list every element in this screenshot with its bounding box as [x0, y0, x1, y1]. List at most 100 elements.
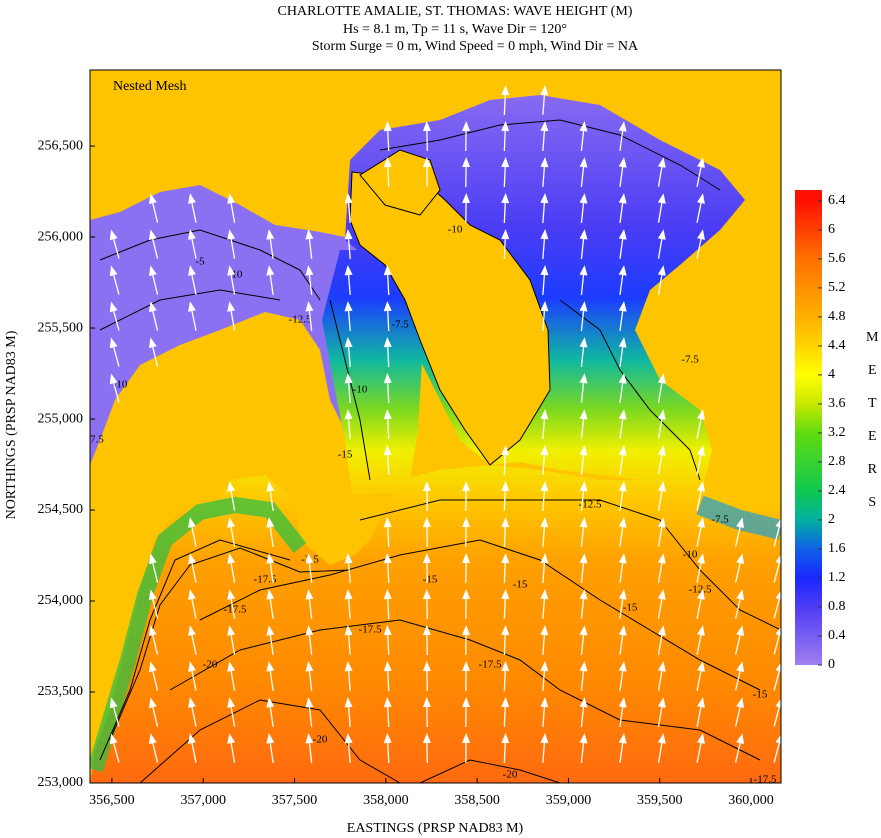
wave-arrow-shaft: [734, 562, 741, 583]
wave-arrow-shaft: [619, 633, 624, 655]
wave-arrow-shaft: [619, 273, 624, 295]
wave-arrow-head: [540, 517, 549, 528]
wave-arrow-shaft: [269, 237, 274, 259]
wave-arrow: [266, 481, 275, 511]
wave-arrow-shaft: [773, 706, 781, 727]
wave-arrow: [383, 733, 392, 764]
wave-arrow-shaft: [151, 706, 159, 727]
wave-arrow-shaft: [387, 597, 390, 620]
wave-arrow: [305, 229, 314, 259]
wave-arrow-shaft: [503, 237, 506, 260]
wave-arrow-head: [383, 697, 392, 708]
wave-arrow-shaft: [191, 237, 197, 259]
wave-arrow: [618, 553, 627, 583]
y-tick-label: 256,500: [38, 138, 84, 153]
contour-label: -15: [623, 602, 638, 614]
wave-arrow: [773, 697, 781, 727]
wave-arrow-shaft: [734, 670, 741, 691]
wave-arrow-shaft: [580, 561, 585, 583]
wave-arrow: [657, 445, 666, 475]
wave-arrow: [344, 265, 353, 296]
wave-arrow-shaft: [619, 705, 624, 727]
wave-arrow-shaft: [503, 633, 506, 656]
wave-arrow-shaft: [580, 597, 585, 619]
wave-arrow-head: [148, 265, 157, 277]
wave-arrow: [148, 733, 159, 763]
wave-arrow: [618, 121, 627, 151]
colorbar-tick-label: 1.6: [828, 541, 846, 556]
wave-arrow: [227, 553, 236, 583]
wave-arrow-head: [618, 193, 627, 204]
wave-arrow-head: [227, 625, 236, 636]
colorbar-tick-label: 3.6: [828, 396, 846, 411]
wave-arrow: [344, 589, 353, 620]
wave-arrow-head: [227, 301, 236, 312]
wave-arrow-head: [501, 589, 510, 600]
wave-arrow-head: [579, 445, 588, 456]
wave-arrow-head: [422, 733, 431, 744]
wave-arrow-head: [501, 193, 510, 204]
wave-arrow-head: [383, 733, 392, 744]
wave-arrow-shaft: [387, 129, 390, 152]
colorbar-tick-label: 3.2: [828, 425, 846, 440]
contour-line: [559, 299, 701, 481]
wave-arrow-shaft: [151, 274, 159, 295]
wave-arrow-head: [227, 697, 236, 708]
wave-arrow-shaft: [387, 309, 390, 332]
wave-arrow-shaft: [696, 453, 702, 475]
x-tick-label: 356,500: [89, 793, 135, 808]
wave-arrow-head: [501, 733, 510, 744]
wave-arrow-shaft: [657, 381, 663, 403]
wave-arrow-head: [344, 409, 353, 420]
wave-arrow-head: [422, 121, 431, 132]
wave-arrow-shaft: [657, 525, 663, 547]
wave-arrow-shaft: [542, 741, 546, 764]
wave-arrow-shaft: [347, 669, 351, 692]
wave-arrow-shaft: [696, 669, 702, 691]
wave-arrow: [227, 733, 236, 763]
wave-arrow: [344, 661, 353, 692]
wave-arrow: [383, 553, 392, 584]
wave-arrow-head: [266, 697, 275, 708]
contour-label: -12.5: [579, 499, 602, 511]
wave-arrow-head: [657, 553, 666, 564]
wave-arrow-shaft: [503, 669, 506, 692]
wave-arrow-shaft: [619, 345, 624, 367]
wave-arrow-shaft: [580, 381, 585, 403]
wave-arrow-shaft: [308, 309, 313, 331]
wave-arrow: [579, 481, 588, 511]
wave-arrow-head: [618, 157, 627, 168]
wave-arrow-head: [618, 733, 627, 744]
wave-arrow: [501, 589, 510, 620]
contour-line: [99, 229, 321, 301]
wave-arrow-head: [540, 85, 549, 96]
contour-label: -17.5: [754, 774, 777, 786]
wave-arrow: [344, 229, 353, 260]
wave-arrow-shaft: [347, 345, 351, 368]
wave-arrow-shaft: [308, 705, 313, 727]
contour-label: -20: [313, 734, 328, 746]
wave-arrow: [422, 661, 431, 692]
wave-arrow-head: [148, 697, 157, 709]
wave-arrow: [148, 625, 159, 655]
wave-arrow: [579, 733, 588, 763]
wave-arrow-head: [344, 553, 353, 564]
wave-arrow: [657, 625, 666, 655]
wave-arrow-shaft: [269, 597, 274, 619]
wave-arrow-shaft: [112, 274, 120, 295]
wave-arrow: [148, 553, 159, 583]
wave-arrow-head: [383, 301, 392, 312]
wave-arrow: [501, 517, 510, 548]
wave-arrow: [344, 625, 353, 656]
wave-arrow: [501, 625, 510, 656]
colorbar-tick-label: 4.8: [828, 309, 846, 324]
wave-arrow-shaft: [347, 273, 351, 296]
wave-arrow-head: [344, 589, 353, 600]
wave-arrow: [148, 193, 159, 223]
wave-arrow: [579, 301, 588, 331]
wave-arrow-head: [188, 661, 196, 672]
wave-arrow: [773, 517, 781, 547]
wave-arrow: [696, 733, 705, 763]
wave-arrow: [227, 625, 236, 655]
wave-arrow-shaft: [657, 633, 663, 655]
